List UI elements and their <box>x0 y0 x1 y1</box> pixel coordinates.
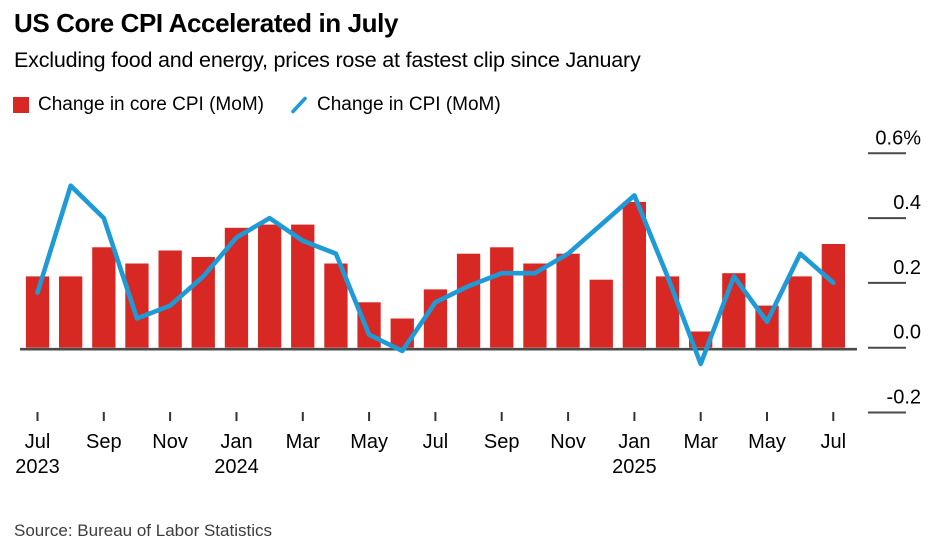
core-cpi-bar <box>456 253 481 348</box>
core-cpi-bar <box>821 244 845 348</box>
y-axis-label: -0.2 <box>887 387 921 409</box>
x-axis-month-label: Jul <box>25 431 51 453</box>
core-cpi-bar <box>655 276 680 348</box>
cpi-line <box>35 183 836 367</box>
x-axis-month-label: Sep <box>86 431 122 453</box>
core-cpi-bar <box>589 279 613 348</box>
x-axis-month-label: Nov <box>550 431 586 453</box>
x-axis-month-label: May <box>350 431 388 453</box>
core-cpi-bar <box>523 263 547 348</box>
x-axis-year-label: 2025 <box>612 456 657 478</box>
cpi-line-swatch-icon <box>290 96 308 114</box>
legend-label-cpi: Change in CPI (MoM) <box>316 94 501 115</box>
x-axis-month-label: Jan <box>220 431 252 453</box>
core-cpi-bar <box>224 227 249 348</box>
x-axis-month-label: May <box>748 431 786 453</box>
core-cpi-bar <box>158 250 182 348</box>
core-cpi-bar <box>490 247 514 348</box>
x-axis-year-label: 2024 <box>214 456 259 478</box>
core-cpi-bar <box>622 201 646 348</box>
x-axis-month-label: Jan <box>618 431 650 453</box>
core-cpi-bar <box>258 224 282 348</box>
core-cpi-bar <box>25 276 50 348</box>
x-axis-month-label: Sep <box>484 431 520 453</box>
core-cpi-bar <box>125 263 149 348</box>
chart-subtitle: Excluding food and energy, prices rose a… <box>14 48 641 72</box>
y-axis-label: 0.2 <box>893 257 921 279</box>
x-axis-month-label: Nov <box>152 431 188 453</box>
core-cpi-bar <box>788 276 812 348</box>
core-cpi-bar <box>291 224 315 348</box>
source-attribution: Source: Bureau of Labor Statistics <box>14 521 272 540</box>
y-axis-label: 0.4 <box>893 192 921 214</box>
legend-item-core-cpi: Change in core CPI (MoM) <box>13 94 264 116</box>
y-axis-label: 0.6% <box>875 127 921 149</box>
legend-item-cpi: Change in CPI (MoM) <box>290 94 501 116</box>
core-cpi-bar <box>324 263 348 348</box>
core-cpi-bar <box>556 253 580 348</box>
legend: Change in core CPI (MoM) Change in CPI (… <box>13 94 501 116</box>
legend-label-core-cpi: Change in core CPI (MoM) <box>38 94 264 115</box>
x-axis-month-label: Mar <box>286 431 321 453</box>
core-cpi-bar <box>191 257 215 348</box>
x-axis-year-label: 2023 <box>15 456 60 478</box>
core-cpi-bar <box>59 276 83 348</box>
core-cpi-bar <box>390 318 414 348</box>
x-axis-month-label: Jul <box>821 431 847 453</box>
y-axis-label: 0.0 <box>893 322 921 344</box>
core-cpi-bar <box>423 289 448 348</box>
x-axis-month-label: Jul <box>423 431 449 453</box>
core-cpi-bar-swatch-icon <box>13 97 29 113</box>
core-cpi-bar <box>92 247 116 348</box>
chart-title: US Core CPI Accelerated in July <box>14 8 398 38</box>
x-axis-month-label: Mar <box>683 431 718 453</box>
